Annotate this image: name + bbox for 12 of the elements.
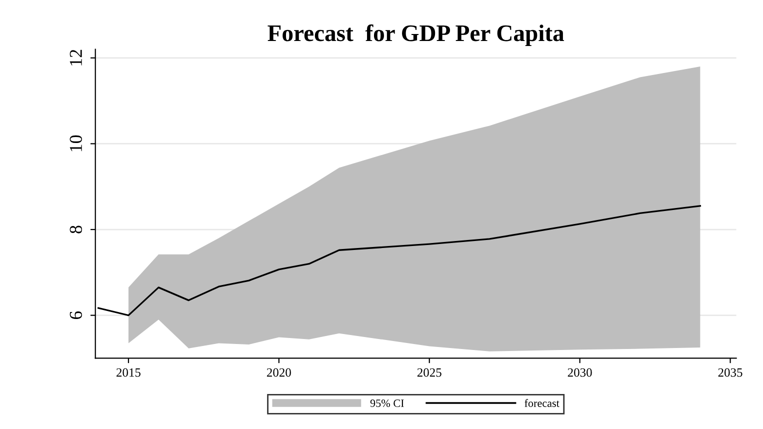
x-tick-label: 2030 — [568, 368, 592, 377]
text: 95% CI — [370, 399, 404, 408]
y-tick-label: 6 — [70, 311, 82, 320]
x-tick-label: 2020 — [266, 368, 291, 377]
x-tick-label: 2015 — [116, 368, 140, 377]
y-tick-label: 8 — [70, 226, 82, 234]
chart-title: Forecast for GDP Per Capita — [268, 24, 564, 46]
x-tick-label: 2025 — [417, 368, 442, 377]
y-tick-label: 12 — [70, 50, 82, 66]
text: forecast — [524, 399, 560, 407]
x-tick-label: 2035 — [718, 368, 742, 377]
y-tick-label: 10 — [70, 135, 82, 152]
